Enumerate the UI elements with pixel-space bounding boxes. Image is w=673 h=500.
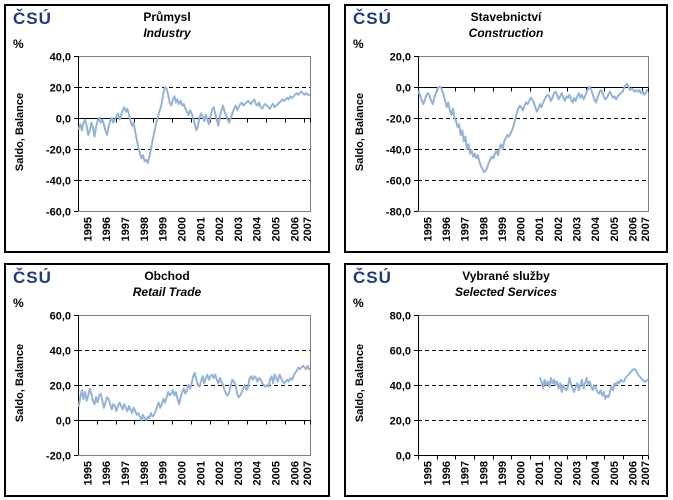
svg-text:2003: 2003 bbox=[572, 461, 584, 485]
svg-text:60,0: 60,0 bbox=[390, 346, 411, 358]
svg-text:0,0: 0,0 bbox=[396, 451, 411, 463]
svg-text:1996: 1996 bbox=[101, 461, 113, 485]
svg-text:1996: 1996 bbox=[441, 461, 453, 485]
svg-text:2006: 2006 bbox=[627, 217, 639, 241]
svg-text:1998: 1998 bbox=[478, 217, 490, 241]
svg-text:2005: 2005 bbox=[609, 217, 621, 241]
chart-subtitle: Retail Trade bbox=[132, 285, 202, 299]
svg-text:-20,0: -20,0 bbox=[46, 145, 71, 157]
selected-services-line-chart: 80,0 60,0 40,0 20,0 0,0 1995 1996 1997 1998 1999 2… bbox=[390, 311, 652, 486]
svg-text:1995: 1995 bbox=[422, 461, 434, 485]
svg-text:2004: 2004 bbox=[590, 460, 602, 485]
svg-text:2007: 2007 bbox=[640, 461, 652, 485]
svg-text:2001: 2001 bbox=[534, 461, 546, 485]
svg-text:1995: 1995 bbox=[82, 217, 94, 241]
chart-subtitle: Industry bbox=[143, 26, 191, 40]
svg-text:2000: 2000 bbox=[176, 461, 188, 485]
svg-text:-60,0: -60,0 bbox=[46, 207, 71, 219]
svg-text:2003: 2003 bbox=[233, 217, 245, 241]
svg-text:2006: 2006 bbox=[627, 461, 639, 485]
svg-text:1997: 1997 bbox=[120, 461, 132, 485]
svg-text:1995: 1995 bbox=[422, 217, 434, 241]
svg-text:2002: 2002 bbox=[214, 461, 226, 485]
svg-text:-20,0: -20,0 bbox=[46, 451, 71, 463]
chart-subtitle: Construction bbox=[468, 26, 544, 40]
csu-logo: ČSÚ bbox=[13, 9, 52, 28]
panel-retail-trade: ČSÚ Obchod Retail Trade % Saldo, Balance… bbox=[4, 263, 330, 497]
svg-text:2006: 2006 bbox=[289, 217, 301, 241]
svg-text:2004: 2004 bbox=[252, 460, 264, 485]
svg-text:2005: 2005 bbox=[271, 217, 283, 241]
chart-title: Průmysl bbox=[143, 10, 191, 24]
svg-text:2000: 2000 bbox=[516, 217, 528, 241]
svg-text:20,0: 20,0 bbox=[390, 52, 411, 64]
csu-logo: ČSÚ bbox=[353, 9, 392, 28]
panel-industry: ČSÚ Průmysl Industry % Saldo, Balance 40… bbox=[4, 4, 330, 253]
svg-text:1999: 1999 bbox=[497, 461, 509, 485]
unit-label: % bbox=[13, 296, 24, 310]
svg-text:1998: 1998 bbox=[478, 461, 490, 485]
svg-text:1998: 1998 bbox=[139, 461, 151, 485]
svg-text:2003: 2003 bbox=[233, 461, 245, 485]
unit-label: % bbox=[13, 37, 24, 51]
svg-text:2007: 2007 bbox=[640, 217, 652, 241]
svg-text:2006: 2006 bbox=[289, 461, 301, 485]
chart-subtitle: Selected Services bbox=[454, 285, 558, 299]
svg-text:2002: 2002 bbox=[553, 461, 565, 485]
svg-text:1998: 1998 bbox=[139, 217, 151, 241]
chart-title: Vybrané služby bbox=[462, 269, 550, 283]
chart-title: Stavebnictví bbox=[470, 10, 542, 24]
industry-line-chart: 40,0 20,0 0,0 -20,0 -40,0 -60,0 1995 1996 1997 19… bbox=[46, 52, 314, 242]
svg-text:2002: 2002 bbox=[553, 217, 565, 241]
svg-text:0,0: 0,0 bbox=[396, 83, 411, 95]
svg-text:0,0: 0,0 bbox=[56, 114, 71, 126]
svg-text:2005: 2005 bbox=[271, 461, 283, 485]
construction-line-chart: 20,0 0,0 -20,0 -40,0 -60,0 -80,0 1995 1996 1997 1… bbox=[386, 52, 652, 242]
svg-text:80,0: 80,0 bbox=[390, 311, 411, 323]
svg-text:1995: 1995 bbox=[82, 461, 94, 485]
svg-text:60,0: 60,0 bbox=[50, 311, 71, 323]
svg-text:1999: 1999 bbox=[158, 217, 170, 241]
svg-text:0,0: 0,0 bbox=[56, 416, 71, 428]
svg-text:40,0: 40,0 bbox=[50, 52, 71, 64]
svg-text:-20,0: -20,0 bbox=[386, 114, 411, 126]
svg-text:2007: 2007 bbox=[302, 217, 314, 241]
svg-text:1997: 1997 bbox=[460, 461, 472, 485]
svg-text:20,0: 20,0 bbox=[390, 416, 411, 428]
panel-selected-services: ČSÚ Vybrané služby Selected Services % S… bbox=[344, 263, 668, 497]
svg-text:1999: 1999 bbox=[497, 217, 509, 241]
svg-text:2004: 2004 bbox=[252, 216, 264, 241]
svg-text:2005: 2005 bbox=[609, 461, 621, 485]
svg-text:2002: 2002 bbox=[214, 217, 226, 241]
svg-text:1997: 1997 bbox=[460, 217, 472, 241]
csu-logo: ČSÚ bbox=[13, 268, 52, 287]
svg-text:40,0: 40,0 bbox=[50, 346, 71, 358]
unit-label: % bbox=[353, 37, 364, 51]
csu-logo: ČSÚ bbox=[353, 268, 392, 287]
svg-text:-60,0: -60,0 bbox=[386, 176, 411, 188]
svg-text:1996: 1996 bbox=[101, 217, 113, 241]
svg-text:-80,0: -80,0 bbox=[386, 207, 411, 219]
svg-text:2003: 2003 bbox=[572, 217, 584, 241]
svg-text:20,0: 20,0 bbox=[50, 83, 71, 95]
svg-text:2000: 2000 bbox=[176, 217, 188, 241]
svg-text:-40,0: -40,0 bbox=[46, 176, 71, 188]
svg-text:1997: 1997 bbox=[120, 217, 132, 241]
svg-text:2000: 2000 bbox=[516, 461, 528, 485]
unit-label: % bbox=[353, 296, 364, 310]
svg-text:2001: 2001 bbox=[195, 217, 207, 241]
svg-text:20,0: 20,0 bbox=[50, 381, 71, 393]
svg-text:2001: 2001 bbox=[534, 217, 546, 241]
retail-trade-line-chart: 60,0 40,0 20,0 0,0 -20,0 1995 1996 1997 1998 1999… bbox=[46, 311, 314, 486]
svg-text:40,0: 40,0 bbox=[390, 381, 411, 393]
chart-title: Obchod bbox=[144, 269, 190, 283]
svg-text:2001: 2001 bbox=[195, 461, 207, 485]
svg-text:1999: 1999 bbox=[158, 461, 170, 485]
svg-text:-40,0: -40,0 bbox=[386, 145, 411, 157]
svg-text:2004: 2004 bbox=[590, 216, 602, 241]
svg-text:2007: 2007 bbox=[302, 461, 314, 485]
panel-construction: ČSÚ Stavebnictví Construction % Saldo, B… bbox=[344, 4, 668, 253]
svg-text:1996: 1996 bbox=[441, 217, 453, 241]
